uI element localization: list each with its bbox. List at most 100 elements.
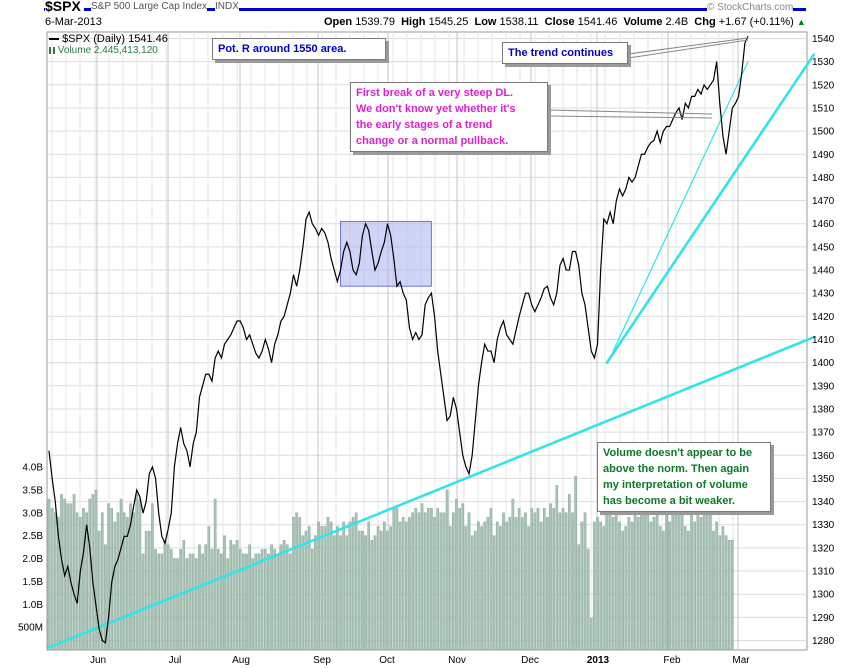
legend-price: $SPX (Daily) 1541.46 xyxy=(49,33,168,45)
volume-bar xyxy=(151,503,154,651)
open-value: 1539.79 xyxy=(355,16,395,28)
x-tick-label: Mar xyxy=(732,655,750,666)
y-tick-label: 1430 xyxy=(812,289,835,300)
volume-bar xyxy=(119,498,123,651)
legend-price-label: $SPX (Daily) 1541.46 xyxy=(62,33,168,45)
volume-bar xyxy=(542,507,546,651)
x-tick-label: Jul xyxy=(169,655,182,666)
volume-bar xyxy=(144,530,148,651)
volume-bar xyxy=(173,558,176,651)
volume-bar xyxy=(492,535,496,651)
high-label: High xyxy=(401,16,426,28)
volume-bar xyxy=(568,494,571,651)
volume-bar xyxy=(345,535,349,651)
y-tick-label: 1470 xyxy=(812,196,835,207)
volume-bar xyxy=(242,553,245,651)
volume-bar xyxy=(593,521,596,651)
volume-bar xyxy=(445,489,449,651)
volume-bar xyxy=(433,517,436,651)
volume-bar xyxy=(336,526,339,651)
volume-bar xyxy=(260,549,264,651)
volume-bar xyxy=(379,530,383,651)
volume-bar xyxy=(627,517,631,651)
volume-bar xyxy=(100,512,104,651)
volume-bar xyxy=(332,535,336,651)
volume-bar xyxy=(727,540,731,651)
volume-bar xyxy=(210,549,214,651)
volume-bar xyxy=(524,512,527,651)
volume-value: 2.4B xyxy=(665,16,689,28)
volume-bar xyxy=(311,549,314,651)
volume-bar xyxy=(326,517,330,651)
volume-bar xyxy=(220,553,223,651)
volume-swatch-icon xyxy=(49,46,55,54)
volume-bar xyxy=(615,512,618,651)
volume-bar xyxy=(129,503,132,651)
pointer-line xyxy=(547,115,713,119)
y-tick-label: 1350 xyxy=(812,474,835,485)
volume-bar xyxy=(539,521,543,651)
y-tick-label: 1510 xyxy=(812,103,835,114)
x-tick-label: Oct xyxy=(379,655,395,666)
y-tick-label: 1410 xyxy=(812,335,835,346)
watermark: © StockCharts.com xyxy=(707,2,794,13)
volume-bar xyxy=(405,521,408,651)
volume-bar xyxy=(430,507,433,651)
volume-bar xyxy=(693,521,697,651)
volume-bar xyxy=(141,553,145,651)
volume-bar xyxy=(358,530,361,651)
volume-bar xyxy=(533,512,537,651)
x-tick-label: Feb xyxy=(663,655,681,666)
volume-bar xyxy=(53,512,57,651)
legend-volume: Volume 2,445,413,120 xyxy=(49,45,168,57)
volume-bar xyxy=(289,553,292,651)
header: $SPX S&P 500 Large Cap Index INDX © Stoc… xyxy=(0,0,850,32)
volume-tick-label: 2.5B xyxy=(22,531,43,542)
y-tick-label: 1440 xyxy=(812,266,835,277)
volume-bar xyxy=(408,517,411,651)
volume-tick-label: 2.0B xyxy=(22,554,43,565)
volume-bar xyxy=(705,507,709,651)
volume-bar xyxy=(665,512,668,651)
close-label: Close xyxy=(544,16,575,28)
volume-bar xyxy=(320,526,323,651)
volume-bar xyxy=(621,530,624,651)
volume-bar xyxy=(489,507,493,651)
volume-bar xyxy=(104,544,107,651)
volume-bar xyxy=(342,521,345,651)
x-tick-label: Sep xyxy=(313,655,331,666)
volume-bar xyxy=(97,530,101,651)
volume-bar xyxy=(169,549,173,651)
y-tick-label: 1300 xyxy=(812,590,835,601)
volume-bar xyxy=(505,521,508,651)
trendline-steep-up-thin xyxy=(612,61,749,352)
volume-bar xyxy=(176,558,179,651)
volume-bar xyxy=(561,507,565,651)
volume-bar xyxy=(552,507,555,651)
volume-bar xyxy=(367,521,371,651)
volume-bar xyxy=(282,540,286,651)
volume-tick-label: 3.5B xyxy=(22,485,43,496)
volume-bar xyxy=(602,526,606,651)
volume-bar xyxy=(276,553,280,651)
volume-bar xyxy=(558,512,562,651)
price-line xyxy=(48,35,749,644)
volume-bar xyxy=(179,549,182,651)
volume-bar xyxy=(461,503,465,651)
volume-bar xyxy=(605,512,609,651)
volume-bar xyxy=(257,553,261,651)
volume-bar xyxy=(185,558,189,651)
volume-bar xyxy=(640,512,643,651)
y-tick-label: 1500 xyxy=(812,127,835,138)
volume-bar xyxy=(671,503,675,651)
y-tick-label: 1390 xyxy=(812,381,835,392)
volume-bar xyxy=(608,512,612,651)
volume-bar xyxy=(254,553,258,651)
pointer-line xyxy=(627,37,749,55)
volume-bar xyxy=(72,494,76,651)
volume-bar xyxy=(364,535,367,651)
volume-bar xyxy=(577,544,581,651)
volume-bar xyxy=(662,530,665,651)
volume-bar xyxy=(82,507,85,651)
trendline-steep-up-thick xyxy=(605,53,816,364)
